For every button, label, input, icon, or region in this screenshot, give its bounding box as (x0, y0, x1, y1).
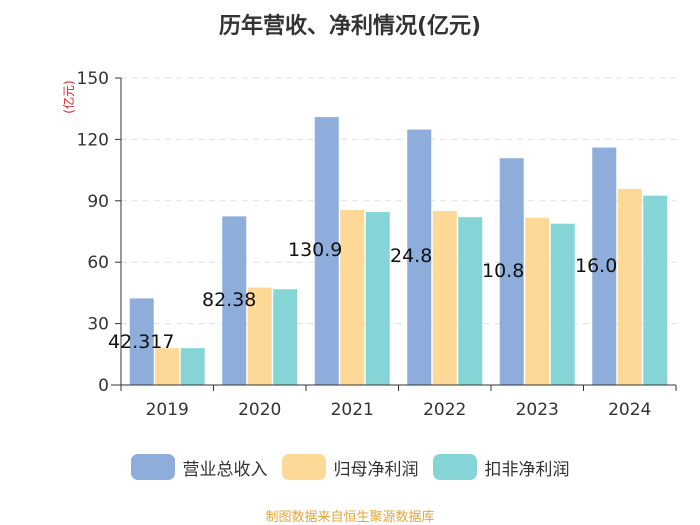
bar (407, 129, 432, 385)
legend-swatch (281, 454, 326, 480)
bar (155, 348, 180, 385)
legend-label: 营业总收入 (182, 459, 268, 480)
legend-swatch (130, 454, 175, 480)
bar (432, 211, 457, 385)
y-tick-label: 30 (87, 315, 109, 335)
bar (525, 217, 550, 385)
bar (314, 117, 339, 385)
bar (592, 147, 617, 385)
bar (643, 195, 668, 385)
y-tick-label: 150 (77, 69, 109, 89)
legend-label: 归母净利润 (333, 459, 419, 480)
y-tick-label: 60 (87, 253, 109, 273)
bar (365, 212, 390, 385)
legend-item[interactable]: 扣非净利润 (432, 454, 570, 480)
bar (180, 348, 205, 385)
x-tick-label: 2024 (608, 400, 651, 420)
data-labels: 42.317 82.38 130.9 24.8 10.8 16.0 (108, 239, 617, 353)
data-label: 42.317 (108, 331, 174, 353)
data-label: 82.38 (202, 289, 256, 311)
legend-item[interactable]: 归母净利润 (281, 454, 419, 480)
bar (340, 210, 365, 385)
legend: 营业总收入 归母净利润 扣非净利润 (0, 452, 700, 482)
bar (499, 158, 524, 385)
x-tick-label: 2021 (331, 400, 374, 420)
legend-label: 扣非净利润 (484, 459, 570, 480)
bars (129, 117, 668, 385)
y-tick-label: 120 (77, 130, 109, 150)
bar (129, 298, 154, 385)
bar (458, 217, 483, 385)
bar (247, 287, 272, 385)
x-tick-label: 2020 (238, 400, 281, 420)
y-axis-label: (亿元) (61, 80, 76, 113)
bar (273, 289, 298, 385)
legend-item[interactable]: 营业总收入 (130, 454, 268, 480)
bar (550, 223, 575, 385)
data-label: 24.8 (390, 245, 432, 267)
source-note: 制图数据来自恒生聚源数据库 (265, 510, 435, 525)
x-tick-label: 2019 (146, 400, 189, 420)
data-label: 16.0 (575, 255, 617, 277)
axes: 0 30 60 90 120 150(亿元) 2019 2020 2021 2022 2023 202… (61, 69, 677, 420)
gridlines (121, 77, 676, 325)
bar (617, 188, 642, 385)
data-label: 130.9 (288, 239, 342, 261)
chart-title: 历年营收、净利情况(亿元) (218, 14, 482, 39)
data-label: 10.8 (482, 260, 524, 282)
x-tick-label: 2023 (516, 400, 559, 420)
bar-chart: 0 30 60 90 120 150(亿元) 2019 2020 2021 2022 2023 202… (61, 69, 677, 420)
y-tick-label: 90 (87, 192, 109, 212)
y-tick-label: 0 (98, 376, 109, 396)
bar (222, 216, 247, 385)
legend-swatch (432, 454, 477, 480)
x-tick-label: 2022 (423, 400, 466, 420)
